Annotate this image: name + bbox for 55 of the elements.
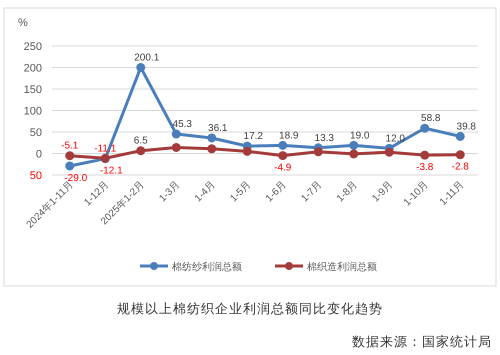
x-tick-label: 1-7月 — [299, 179, 324, 204]
data-label: -12.1 — [100, 166, 124, 177]
point — [242, 146, 252, 156]
point — [349, 149, 358, 158]
y-tick-label: 250 — [24, 41, 42, 53]
data-label: 36.1 — [208, 122, 228, 134]
data-label: 17.2 — [244, 131, 264, 142]
data-label: 39.8 — [456, 121, 476, 132]
point — [207, 133, 216, 142]
point — [172, 142, 181, 152]
data-label: 12.0 — [386, 133, 406, 144]
x-tick-label: 1-9月 — [370, 179, 396, 204]
point — [349, 140, 358, 150]
data-label: 18.9 — [279, 130, 299, 142]
point — [172, 130, 181, 139]
data-label: -5.1 — [61, 140, 79, 152]
data-label: -4.9 — [274, 162, 292, 174]
point — [456, 150, 465, 160]
source-note: 数据来源：国家统计局 — [352, 334, 492, 349]
point — [207, 144, 216, 154]
point — [420, 124, 430, 133]
y-tick-label: 50 — [30, 127, 42, 139]
y-tick-label: 200 — [24, 62, 42, 74]
y-tick-label: 0 — [36, 148, 42, 160]
text: 规模以上棉纺织企业利润总额同比变化趋势 — [117, 301, 383, 316]
x-tick-label: 1-5月 — [228, 179, 254, 204]
data-label: 200.1 — [134, 52, 160, 64]
y-tick-label: 100 — [24, 106, 42, 118]
point — [65, 161, 74, 170]
data-label: 6.5 — [134, 136, 148, 147]
x-tick-label: 1-8月 — [334, 179, 360, 204]
legend-label: 棉纺纱利润总额 — [172, 261, 242, 273]
point — [278, 140, 288, 150]
point — [136, 146, 146, 156]
point — [278, 151, 288, 160]
point — [384, 148, 394, 157]
data-label: 58.8 — [421, 113, 441, 124]
x-tick-label: 1-4月 — [192, 179, 218, 204]
data-label: -2.8 — [452, 162, 470, 173]
legend-label: 棉织造利润总额 — [307, 261, 377, 273]
point — [65, 151, 74, 160]
x-tick-label: 1-3月 — [157, 179, 182, 204]
point — [456, 132, 465, 141]
data-label: 13.3 — [314, 132, 334, 144]
data-label: 45.3 — [172, 119, 192, 130]
x-tick-label: 1-6月 — [264, 179, 289, 204]
y-tick-label: 50 — [30, 170, 42, 182]
point — [314, 147, 323, 156]
point — [420, 150, 430, 160]
y-tick-label: 150 — [24, 84, 42, 96]
y-axis-title: % — [18, 17, 28, 29]
data-label: -3.8 — [416, 162, 434, 174]
x-tick-label: 1-11月 — [438, 179, 466, 208]
data-label: 19.0 — [350, 130, 370, 142]
point — [136, 62, 146, 72]
